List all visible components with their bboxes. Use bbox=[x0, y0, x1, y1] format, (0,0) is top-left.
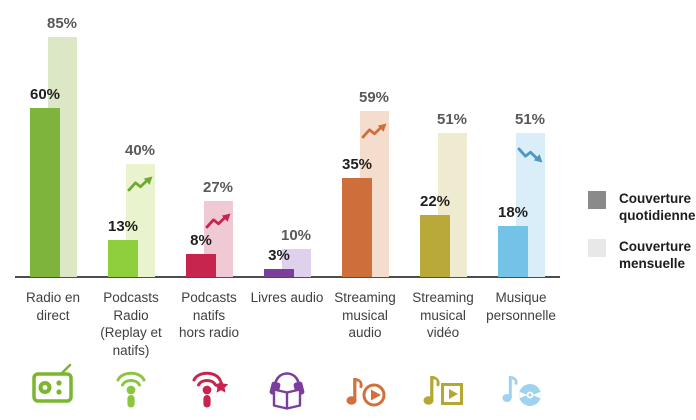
value-label-monthly: 51% bbox=[514, 111, 546, 129]
category-label: Streaming musical audio bbox=[320, 289, 410, 342]
value-label-daily: 22% bbox=[419, 192, 451, 210]
value-label-daily: 13% bbox=[107, 218, 139, 236]
category-label-line: natifs bbox=[192, 307, 226, 323]
category-label: Podcasts natifs hors radio bbox=[164, 289, 254, 342]
category-label: Radio en direct bbox=[8, 289, 98, 324]
category-label-line: Musique bbox=[495, 290, 547, 305]
trend-up-icon bbox=[361, 123, 388, 141]
legend: Couverture quotidienne Couverture mensue… bbox=[588, 190, 696, 286]
category-label: Livres audio bbox=[242, 289, 332, 307]
category-label-line: Streaming bbox=[412, 290, 474, 305]
legend-item-monthly: Couverture mensuelle bbox=[588, 238, 696, 272]
value-label-daily: 18% bbox=[497, 204, 529, 222]
trend-up-icon bbox=[205, 213, 232, 231]
x-axis-line bbox=[15, 276, 560, 278]
legend-swatch-monthly bbox=[588, 239, 606, 257]
category-label-line: (Replay et bbox=[100, 325, 162, 340]
bar-daily bbox=[420, 214, 450, 277]
category-label-line: musical bbox=[420, 307, 466, 323]
trend-up-icon bbox=[127, 176, 154, 194]
category-label-line: Podcasts bbox=[181, 290, 237, 305]
value-label-monthly: 85% bbox=[46, 15, 78, 33]
streaming-audio-icon bbox=[341, 362, 389, 410]
bar-daily bbox=[30, 107, 60, 277]
bar-daily bbox=[342, 178, 372, 277]
value-label-daily: 35% bbox=[341, 156, 373, 174]
value-label-daily: 8% bbox=[190, 232, 212, 250]
bar-daily bbox=[264, 268, 294, 277]
bar-daily bbox=[108, 240, 138, 277]
value-label-daily: 60% bbox=[29, 85, 61, 103]
legend-label-daily: Couverture quotidienne bbox=[619, 191, 696, 223]
podcast-mic-icon bbox=[107, 362, 155, 410]
category-label-line: Podcasts bbox=[103, 290, 159, 305]
legend-item-daily: Couverture quotidienne bbox=[588, 190, 696, 224]
category-label-line: direct bbox=[36, 307, 70, 323]
category-label-line: Livres audio bbox=[250, 290, 324, 305]
category-label-line: Radio bbox=[113, 307, 149, 323]
podcast-star-icon bbox=[185, 362, 233, 410]
value-label-monthly: 59% bbox=[358, 88, 390, 106]
category-label-line: vidéo bbox=[426, 325, 460, 340]
category-label: Podcasts Radio (Replay et natifs) bbox=[86, 289, 176, 359]
category-label: Streaming musical vidéo bbox=[398, 289, 488, 342]
value-label-monthly: 40% bbox=[124, 142, 156, 160]
category-label-line: natifs) bbox=[112, 342, 150, 358]
value-label-monthly: 51% bbox=[436, 111, 468, 129]
music-cd-icon bbox=[497, 362, 545, 410]
category-label: Musique personnelle bbox=[476, 289, 566, 324]
category-label-line: Radio en bbox=[25, 290, 81, 305]
audiobook-icon bbox=[263, 362, 311, 410]
value-label-monthly: 10% bbox=[280, 226, 312, 244]
trend-down-icon bbox=[517, 145, 544, 163]
category-label-line: musical bbox=[342, 307, 388, 323]
value-label-monthly: 27% bbox=[202, 178, 234, 196]
radio-icon bbox=[29, 362, 77, 410]
category-label-line: hors radio bbox=[178, 325, 240, 340]
bar-daily bbox=[186, 254, 216, 277]
bar-daily bbox=[498, 226, 528, 277]
value-label-daily: 3% bbox=[268, 246, 290, 264]
legend-label-monthly: Couverture mensuelle bbox=[619, 239, 692, 271]
category-label-line: personnelle bbox=[486, 307, 556, 323]
legend-swatch-daily bbox=[588, 191, 606, 209]
category-label-line: audio bbox=[348, 325, 382, 340]
category-label-line: Streaming bbox=[334, 290, 396, 305]
streaming-video-icon bbox=[419, 362, 467, 410]
